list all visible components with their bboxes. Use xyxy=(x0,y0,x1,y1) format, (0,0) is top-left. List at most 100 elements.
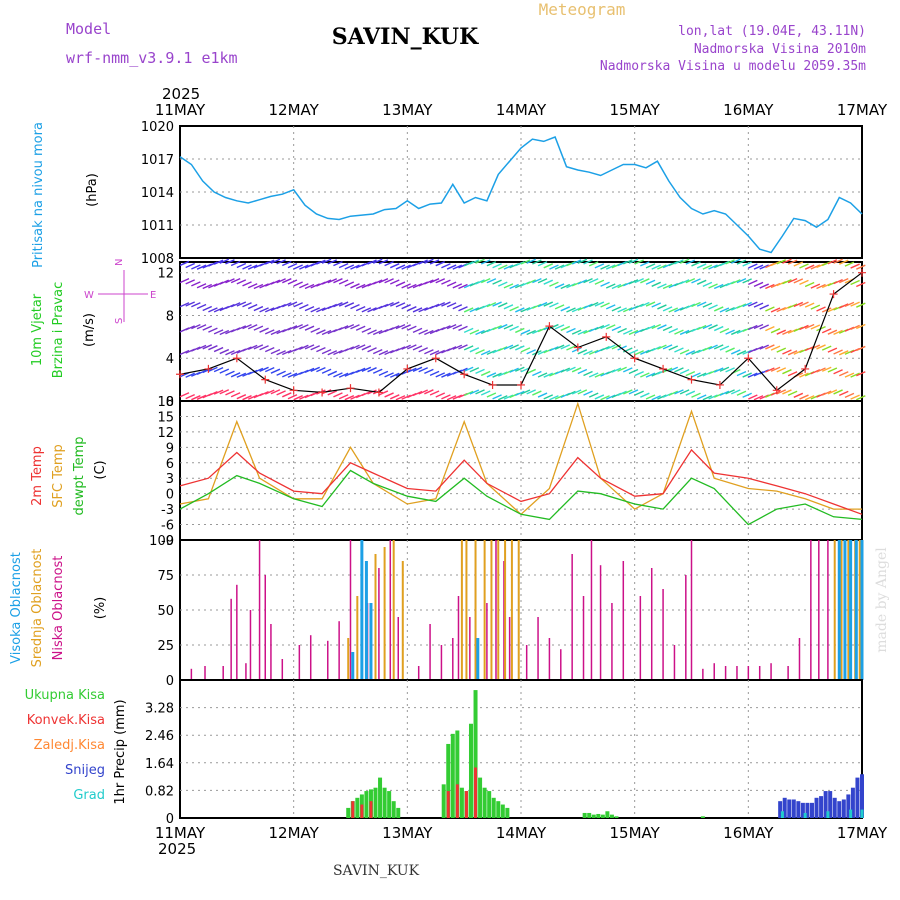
wind-barb xyxy=(253,305,264,312)
wind-barb xyxy=(634,303,644,309)
wind-barb xyxy=(759,324,769,330)
wind-barb xyxy=(600,395,610,401)
wind-barb xyxy=(389,394,400,400)
wind-barb xyxy=(270,279,281,285)
wind-barb xyxy=(787,390,798,396)
wind-barb xyxy=(782,349,792,355)
wind-barb xyxy=(850,394,860,400)
total-rain-bar xyxy=(382,787,387,818)
wind-barb xyxy=(242,346,252,352)
hail-bar xyxy=(826,811,830,818)
wind-barb xyxy=(702,395,713,401)
y-tick-label: 12 xyxy=(157,267,174,282)
wind-barb xyxy=(549,395,559,401)
wind-barb xyxy=(441,301,451,307)
wind-barb xyxy=(333,260,343,267)
wind-barb xyxy=(469,259,480,265)
wind-barb xyxy=(668,345,679,351)
wind-barb xyxy=(799,324,809,331)
wind-barb xyxy=(515,307,525,313)
wind-barb xyxy=(316,307,326,313)
wind-barb xyxy=(276,370,286,376)
wind-barb xyxy=(770,260,781,267)
snow-bar xyxy=(832,797,837,818)
wind-barb xyxy=(219,389,230,395)
wind-barb xyxy=(395,395,406,401)
wind-barb xyxy=(350,344,360,350)
wind-barb xyxy=(316,367,326,373)
wind-barb xyxy=(748,263,758,269)
wind-barb xyxy=(679,368,690,375)
wind-barb xyxy=(355,325,366,331)
wind-barb xyxy=(583,259,593,265)
wind-barb xyxy=(327,350,338,356)
wind-barb xyxy=(264,259,275,265)
wind-barb xyxy=(441,325,451,331)
wind-barb xyxy=(782,258,792,264)
wind-barb xyxy=(299,283,309,289)
wind-barb xyxy=(782,279,792,285)
wind-barb xyxy=(230,260,241,267)
wind-barb xyxy=(469,367,480,373)
wind-barb xyxy=(628,349,639,355)
wind-barb xyxy=(793,278,804,284)
wind-barb xyxy=(230,392,241,398)
wind-barb xyxy=(259,390,269,397)
wind-barb xyxy=(549,346,559,352)
wind-speed-point xyxy=(545,322,554,331)
wind-barb xyxy=(611,325,622,332)
wind-barb xyxy=(600,346,610,352)
wind-barb xyxy=(407,306,417,312)
model-label: Model xyxy=(66,20,111,38)
wind-barb xyxy=(407,283,417,290)
wind-barb xyxy=(537,372,548,378)
wind-speed-point xyxy=(659,364,668,373)
wind-barb xyxy=(759,264,769,270)
wind-barb xyxy=(753,281,764,288)
wind-barb xyxy=(708,283,718,289)
total-rain-bar xyxy=(387,791,392,818)
wind-barb xyxy=(293,264,303,270)
wind-barb xyxy=(219,348,230,355)
wind-barb xyxy=(469,389,480,395)
wind-barb xyxy=(185,372,195,378)
total-rain-bar xyxy=(373,787,378,818)
wind-barb xyxy=(730,389,741,395)
wind-barb xyxy=(685,390,696,396)
wind-barb xyxy=(736,350,747,356)
wind-barb xyxy=(463,307,474,313)
wind-barb xyxy=(736,259,747,265)
time-tick-label: 17MAY xyxy=(837,824,888,842)
wind-barb xyxy=(264,307,275,313)
wind-barb xyxy=(543,279,554,285)
wind-barb xyxy=(696,263,707,269)
wind-barb xyxy=(560,344,571,350)
wind-barb xyxy=(179,302,190,308)
y-tick-label: -3 xyxy=(161,503,174,518)
wind-barb xyxy=(856,323,866,330)
total-rain-bar xyxy=(605,811,610,818)
wind-barb xyxy=(742,349,752,355)
wind-barb xyxy=(372,329,383,336)
wind-speed-point xyxy=(829,290,838,299)
wind-barb xyxy=(378,370,389,376)
y-tick-label: 3.28 xyxy=(145,702,174,717)
snow-bar xyxy=(800,802,805,818)
wind-barb xyxy=(605,394,616,400)
wind-barb xyxy=(765,325,775,332)
temp-ylabel-2m: 2m Temp xyxy=(30,446,45,506)
wind-barb xyxy=(196,394,207,400)
wind-barb xyxy=(793,301,804,308)
wind-barb xyxy=(242,323,252,330)
wind-barb xyxy=(435,392,446,398)
wind-barb xyxy=(299,264,309,270)
wind-barb xyxy=(674,307,684,313)
y-tick-label: 0.82 xyxy=(145,784,174,799)
total-rain-bar xyxy=(591,814,596,818)
hail-bar xyxy=(780,811,784,818)
wind-barb xyxy=(532,259,542,265)
total-rain-bar xyxy=(587,812,592,818)
wind-barb xyxy=(321,368,332,374)
wind-barb xyxy=(179,278,190,284)
